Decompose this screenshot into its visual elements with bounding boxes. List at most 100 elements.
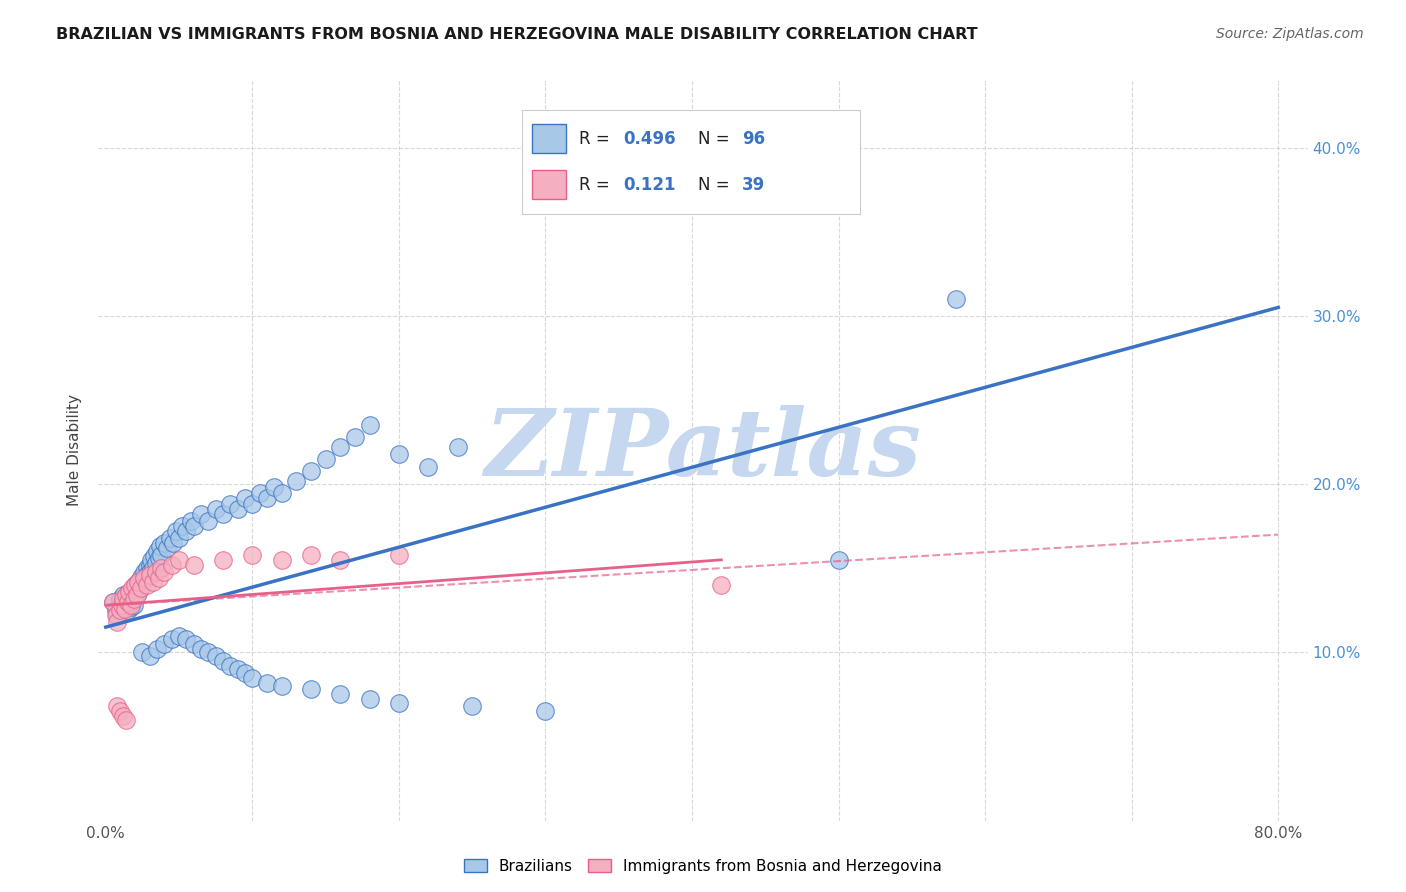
Point	[124, 578, 146, 592]
Point	[117, 595, 139, 609]
Point	[112, 588, 135, 602]
Point	[138, 565, 160, 579]
Point	[299, 682, 322, 697]
Point	[359, 692, 381, 706]
Point	[149, 540, 172, 554]
Point	[233, 665, 256, 680]
Point	[111, 599, 134, 613]
Point	[176, 632, 198, 646]
Point	[145, 556, 167, 570]
Point	[204, 648, 226, 663]
Point	[388, 548, 411, 562]
Point	[153, 637, 176, 651]
Point	[110, 704, 132, 718]
Point	[146, 642, 169, 657]
Point	[141, 553, 163, 567]
Point	[150, 548, 173, 562]
Point	[107, 615, 129, 629]
Point	[142, 561, 165, 575]
Point	[121, 584, 143, 599]
Point	[446, 440, 468, 454]
Point	[204, 502, 226, 516]
Point	[107, 699, 129, 714]
Point	[153, 536, 176, 550]
Point	[118, 584, 141, 599]
Text: ZIPatlas: ZIPatlas	[485, 406, 921, 495]
Point	[128, 582, 150, 596]
Point	[240, 671, 263, 685]
Point	[256, 675, 278, 690]
Point	[143, 549, 166, 564]
Point	[219, 497, 242, 511]
Point	[132, 565, 155, 579]
Point	[127, 574, 149, 589]
Point	[120, 599, 142, 613]
Point	[117, 586, 139, 600]
Point	[156, 541, 179, 555]
Point	[125, 588, 148, 602]
Point	[167, 628, 190, 642]
Point	[117, 599, 139, 613]
Point	[183, 637, 205, 651]
Point	[125, 582, 148, 596]
Point	[153, 565, 176, 579]
Point	[190, 508, 212, 522]
Y-axis label: Male Disability: Male Disability	[67, 394, 83, 507]
Point	[270, 485, 292, 500]
Point	[121, 595, 143, 609]
Point	[101, 595, 124, 609]
Text: Source: ZipAtlas.com: Source: ZipAtlas.com	[1216, 27, 1364, 41]
Point	[138, 648, 160, 663]
Point	[105, 608, 128, 623]
Point	[226, 662, 249, 676]
Point	[329, 688, 352, 702]
Text: BRAZILIAN VS IMMIGRANTS FROM BOSNIA AND HERZEGOVINA MALE DISABILITY CORRELATION : BRAZILIAN VS IMMIGRANTS FROM BOSNIA AND …	[56, 27, 977, 42]
Point	[197, 645, 219, 659]
Point	[226, 502, 249, 516]
Point	[110, 599, 132, 613]
Point	[249, 485, 271, 500]
Point	[329, 553, 352, 567]
Point	[159, 531, 181, 545]
Point	[219, 658, 242, 673]
Point	[127, 586, 149, 600]
Point	[138, 558, 160, 572]
Point	[114, 597, 136, 611]
Point	[388, 696, 411, 710]
Point	[418, 460, 440, 475]
Point	[135, 561, 157, 575]
Point	[256, 491, 278, 505]
Point	[131, 645, 153, 659]
Point	[138, 568, 160, 582]
Point	[710, 578, 733, 592]
Point	[134, 571, 156, 585]
Point	[197, 514, 219, 528]
Point	[129, 569, 152, 583]
Point	[176, 524, 198, 539]
Point	[315, 451, 337, 466]
Point	[132, 571, 155, 585]
Point	[115, 588, 138, 602]
Point	[122, 599, 145, 613]
Point	[129, 582, 152, 596]
Point	[190, 642, 212, 657]
Legend: Brazilians, Immigrants from Bosnia and Herzegovina: Brazilians, Immigrants from Bosnia and H…	[458, 853, 948, 880]
Point	[165, 524, 187, 539]
Point	[135, 568, 157, 582]
Point	[135, 578, 157, 592]
Point	[359, 418, 381, 433]
Point	[146, 544, 169, 558]
Point	[299, 464, 322, 478]
Point	[142, 574, 165, 589]
Point	[150, 561, 173, 575]
Point	[112, 709, 135, 723]
Point	[270, 553, 292, 567]
Point	[343, 430, 366, 444]
Point	[118, 590, 141, 604]
Point	[124, 578, 146, 592]
Point	[233, 491, 256, 505]
Point	[240, 497, 263, 511]
Point	[534, 704, 557, 718]
Point	[183, 558, 205, 572]
Point	[115, 713, 138, 727]
